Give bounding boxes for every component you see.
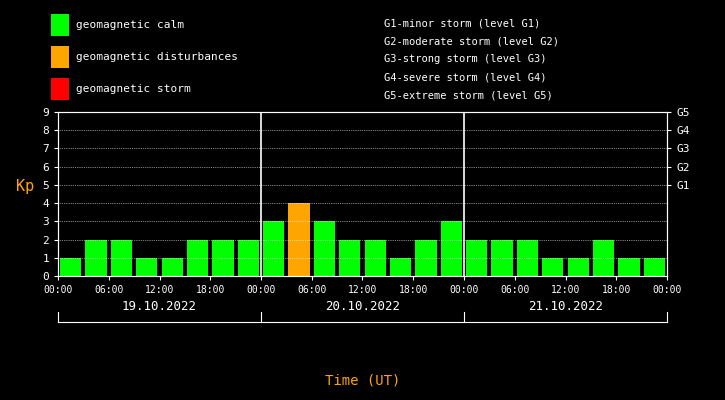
Text: Time (UT): Time (UT)	[325, 374, 400, 388]
Text: 19.10.2022: 19.10.2022	[122, 300, 197, 312]
Bar	[263, 221, 284, 276]
Bar	[111, 240, 132, 276]
Text: geomagnetic disturbances: geomagnetic disturbances	[76, 52, 238, 62]
Bar	[390, 258, 411, 276]
Text: G4-severe storm (level G4): G4-severe storm (level G4)	[384, 72, 547, 82]
Bar	[441, 221, 462, 276]
Bar	[187, 240, 208, 276]
Bar	[568, 258, 589, 276]
Bar	[86, 240, 107, 276]
Bar	[289, 203, 310, 276]
Bar	[136, 258, 157, 276]
Bar	[618, 258, 639, 276]
Bar	[238, 240, 259, 276]
Text: G2-moderate storm (level G2): G2-moderate storm (level G2)	[384, 36, 559, 46]
Bar	[212, 240, 233, 276]
Bar	[415, 240, 436, 276]
Bar	[314, 221, 335, 276]
Y-axis label: Kp: Kp	[17, 179, 35, 194]
Text: G5-extreme storm (level G5): G5-extreme storm (level G5)	[384, 90, 553, 100]
Bar	[466, 240, 487, 276]
Bar	[365, 240, 386, 276]
Bar	[60, 258, 81, 276]
Text: geomagnetic storm: geomagnetic storm	[76, 84, 191, 94]
Text: 21.10.2022: 21.10.2022	[528, 300, 603, 312]
Text: 20.10.2022: 20.10.2022	[325, 300, 400, 312]
Text: G1-minor storm (level G1): G1-minor storm (level G1)	[384, 18, 541, 28]
Bar	[517, 240, 538, 276]
Bar	[542, 258, 563, 276]
Bar	[593, 240, 614, 276]
Text: G3-strong storm (level G3): G3-strong storm (level G3)	[384, 54, 547, 64]
Bar	[492, 240, 513, 276]
Bar	[339, 240, 360, 276]
Text: geomagnetic calm: geomagnetic calm	[76, 20, 184, 30]
Bar	[644, 258, 665, 276]
Bar	[162, 258, 183, 276]
